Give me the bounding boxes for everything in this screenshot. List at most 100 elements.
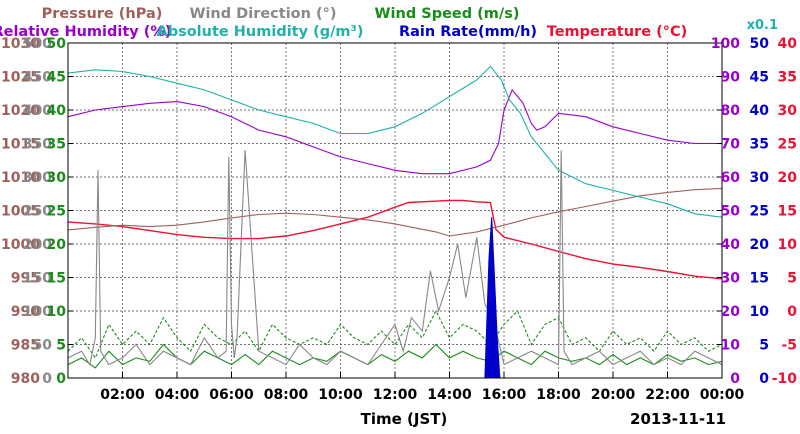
x-tick-label: 16:00 [482, 387, 527, 403]
x-axis: 02:00 04:00 06:00 08:00 10:00 12:00 14:00 16:00… [100, 372, 745, 403]
legend: Pressure (hPa) Wind Direction (°) Wind Spe… [0, 6, 687, 40]
rain-rate-tick-label: 10 [750, 304, 770, 320]
relative-humidity-tick-label: 60 [721, 170, 741, 186]
legend-entry: Absolute Humidity (g/m³) [156, 24, 363, 40]
wind-speed-tick-label: 50 [47, 36, 67, 52]
wind-speed-tick-label: 15 [47, 271, 66, 287]
legend-entry: Relative Humidity (%) [0, 24, 172, 40]
series-wind-speed-gust [68, 309, 722, 360]
wind-speed-tick-label: 20 [47, 237, 67, 253]
temperature-tick-label: -10 [772, 371, 798, 387]
pressure-tick-label: 1000 [1, 237, 40, 253]
x-tick-label: 04:00 [155, 387, 200, 403]
wind-speed-tick-label: 40 [47, 103, 67, 119]
x-tick-label: 08:00 [264, 387, 309, 403]
pressure-tick-label: 1025 [1, 70, 40, 86]
temperature-tick-label: 15 [778, 204, 797, 220]
wind-direction-tick-label: 100 [23, 304, 52, 320]
series-absolute-humidity [68, 65, 722, 218]
series-rain-rate [484, 217, 501, 378]
relative-humidity-tick-label: 50 [721, 204, 741, 220]
pressure-tick-label: 1030 [1, 36, 40, 52]
wind-direction-tick-label: 50 [33, 338, 53, 354]
relative-humidity-tick-label: 90 [721, 70, 741, 86]
temperature-tick-label: 30 [778, 103, 798, 119]
wind-direction-tick-label: 400 [23, 103, 52, 119]
temperature-tick-label: 25 [778, 137, 797, 153]
temperature-tick-label: 10 [778, 237, 798, 253]
plot-area [68, 65, 722, 378]
wind-direction-tick-label: 500 [23, 36, 52, 52]
x-tick-label: 00:00 [700, 387, 745, 403]
series-temperature [68, 199, 722, 280]
wind-direction-tick-label: 200 [23, 237, 52, 253]
rain-rate-tick-label: 50 [750, 36, 770, 52]
wind-direction-tick-label: 150 [23, 271, 52, 287]
rain-rate-tick-label: 40 [750, 103, 770, 119]
relative-humidity-tick-label: 20 [721, 304, 741, 320]
rain-rate-tick-label: 20 [750, 237, 770, 253]
wind-direction-tick-label: 300 [23, 170, 52, 186]
rain-rate-tick-label: 25 [750, 204, 769, 220]
relative-humidity-tick-label: 70 [721, 137, 741, 153]
rain-rate-tick-label: 30 [750, 170, 770, 186]
wind-speed-tick-label: 5 [56, 338, 66, 354]
temperature-tick-label: 35 [778, 70, 797, 86]
wind-direction-tick-label: 250 [23, 204, 52, 220]
temperature-tick-label: -5 [781, 338, 797, 354]
pressure-tick-label: 1020 [1, 103, 40, 119]
pressure-tick-label: 990 [11, 304, 40, 320]
pressure-tick-label: 985 [11, 338, 40, 354]
wind-speed-tick-label: 45 [47, 70, 66, 86]
temperature-tick-label: 0 [787, 304, 797, 320]
relative-humidity-tick-label: 100 [711, 36, 740, 52]
x-tick-label: 20:00 [591, 387, 636, 403]
x-tick-label: 02:00 [100, 387, 145, 403]
right-axes: 0102030405060708090100051015202530354045… [711, 36, 797, 387]
x-tick-label: 22:00 [645, 387, 690, 403]
wind-speed-tick-label: 0 [56, 371, 66, 387]
pressure-tick-label: 980 [11, 371, 40, 387]
legend-entry: Temperature (°C) [547, 24, 688, 40]
rain-rate-tick-label: 5 [759, 338, 769, 354]
relative-humidity-tick-label: 40 [721, 237, 741, 253]
wind-speed-tick-label: 30 [47, 170, 67, 186]
relative-humidity-tick-label: 80 [721, 103, 741, 119]
rain-rate-tick-label: 0 [759, 371, 769, 387]
x-tick-label: 18:00 [536, 387, 581, 403]
rain-rate-tick-label: 15 [750, 271, 769, 287]
x-tick-label: 06:00 [209, 387, 254, 403]
wind-speed-tick-label: 10 [47, 304, 67, 320]
temperature-tick-label: 5 [787, 271, 797, 287]
pressure-tick-label: 995 [11, 271, 40, 287]
relative-humidity-tick-label: 30 [721, 271, 741, 287]
pressure-tick-label: 1005 [1, 204, 40, 220]
series-wind-direction [68, 150, 722, 367]
series-pressure [68, 187, 722, 237]
series-relative-humidity [68, 88, 722, 175]
wind-speed-tick-label: 35 [47, 137, 66, 153]
relative-humidity-tick-label: 10 [721, 338, 741, 354]
x-tick-label: 14:00 [427, 387, 472, 403]
relative-humidity-tick-label: 0 [730, 371, 740, 387]
date-label: 2013-11-11 [630, 410, 726, 428]
wind-speed-tick-label: 25 [47, 204, 66, 220]
wind-direction-tick-label: 450 [23, 70, 52, 86]
legend-entry: Pressure (hPa) [42, 6, 163, 22]
temperature-tick-label: 20 [778, 170, 798, 186]
pressure-tick-label: 1010 [1, 170, 40, 186]
rain-rate-tick-label: 45 [750, 70, 769, 86]
pressure-tick-label: 1015 [1, 137, 40, 153]
abs-humidity-scale-note: x0.1 [747, 18, 778, 33]
grid [68, 43, 722, 378]
x-tick-label: 12:00 [373, 387, 418, 403]
legend-entry: Wind Speed (m/s) [375, 6, 520, 22]
x-tick-label: 10:00 [318, 387, 363, 403]
wind-direction-tick-label: 0 [42, 371, 52, 387]
legend-entry: Rain Rate(mm/h) [399, 24, 537, 40]
wind-direction-tick-label: 350 [23, 137, 52, 153]
x-axis-title: Time (JST) [361, 410, 448, 428]
rain-rate-tick-label: 35 [750, 137, 769, 153]
